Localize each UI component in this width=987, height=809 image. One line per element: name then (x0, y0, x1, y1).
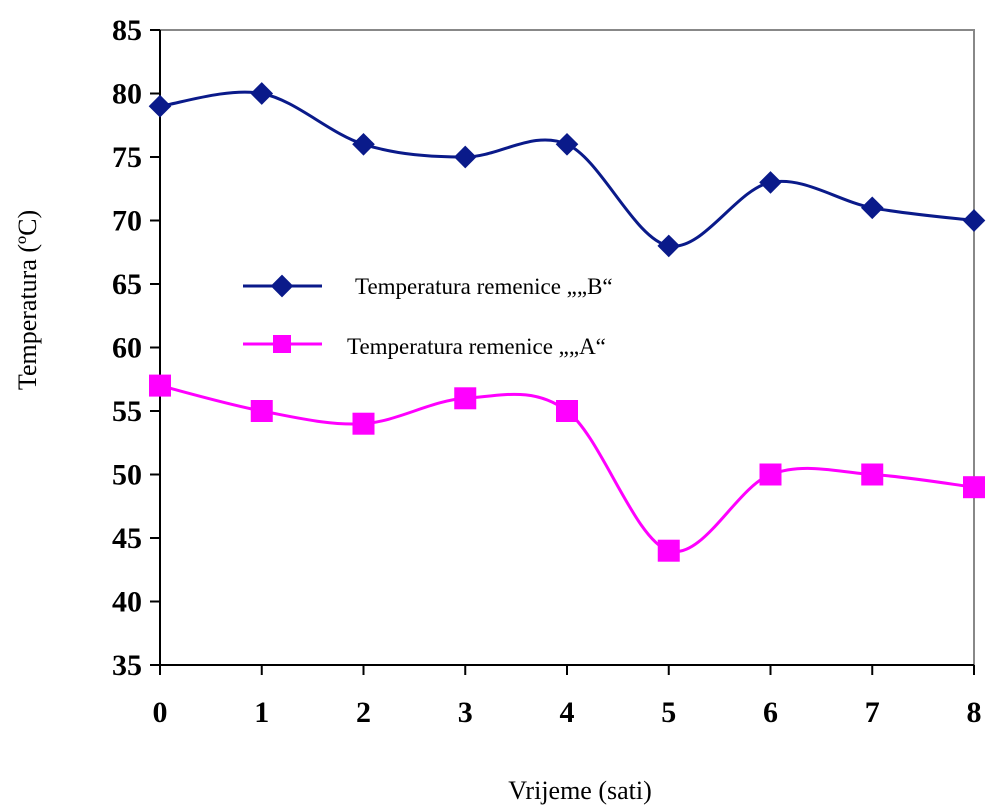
y-tick-label: 65 (112, 268, 142, 301)
y-tick-label: 80 (112, 78, 142, 111)
y-tick-label: 75 (112, 141, 142, 174)
data-point-a (963, 476, 985, 499)
x-tick-label: 4 (560, 696, 575, 729)
y-tick-label: 35 (112, 649, 142, 682)
data-point-a (556, 400, 578, 422)
y-tick-label: 85 (112, 14, 142, 47)
y-tick-label: 70 (112, 205, 142, 238)
x-axis-title: Vrijeme (sati) (508, 776, 652, 805)
x-tick-label: 1 (254, 696, 269, 729)
x-tick-label: 0 (153, 696, 168, 729)
legend: Temperatura remenice „„B“ Temperatura re… (243, 274, 613, 359)
data-point-a (149, 374, 171, 397)
x-tick-label: 6 (763, 696, 778, 729)
data-point-a (250, 400, 273, 422)
y-tick-label: 50 (112, 459, 142, 492)
x-tick-label: 7 (865, 696, 880, 729)
data-point-a (352, 412, 375, 435)
data-point-a (454, 387, 477, 410)
series-layer (148, 82, 986, 562)
x-tick-label: 5 (661, 696, 676, 729)
legend-marker-b (270, 274, 294, 298)
y-ticks: 35 40 45 50 55 60 65 70 75 80 85 (112, 14, 160, 682)
x-tick-label: 3 (458, 696, 473, 729)
data-point-a (861, 463, 884, 486)
data-point-a (657, 539, 680, 562)
y-tick-label: 40 (112, 586, 142, 619)
y-axis-title: Temperatura (ºC) (13, 210, 42, 390)
x-tick-label: 8 (967, 696, 982, 729)
legend-label-a: Temperatura remenice „„A“ (347, 334, 606, 359)
legend-marker-a (273, 335, 291, 353)
y-tick-label: 60 (112, 332, 142, 365)
x-tick-label: 2 (356, 696, 371, 729)
data-point-b (148, 94, 172, 118)
legend-label-b: Temperatura remenice „„B“ (355, 274, 613, 299)
x-ticks: 0 1 2 3 4 5 6 7 8 (153, 665, 982, 729)
data-point-b (250, 82, 274, 105)
y-tick-label: 55 (112, 395, 142, 428)
y-tick-label: 45 (112, 522, 142, 555)
data-point-a (759, 463, 782, 486)
